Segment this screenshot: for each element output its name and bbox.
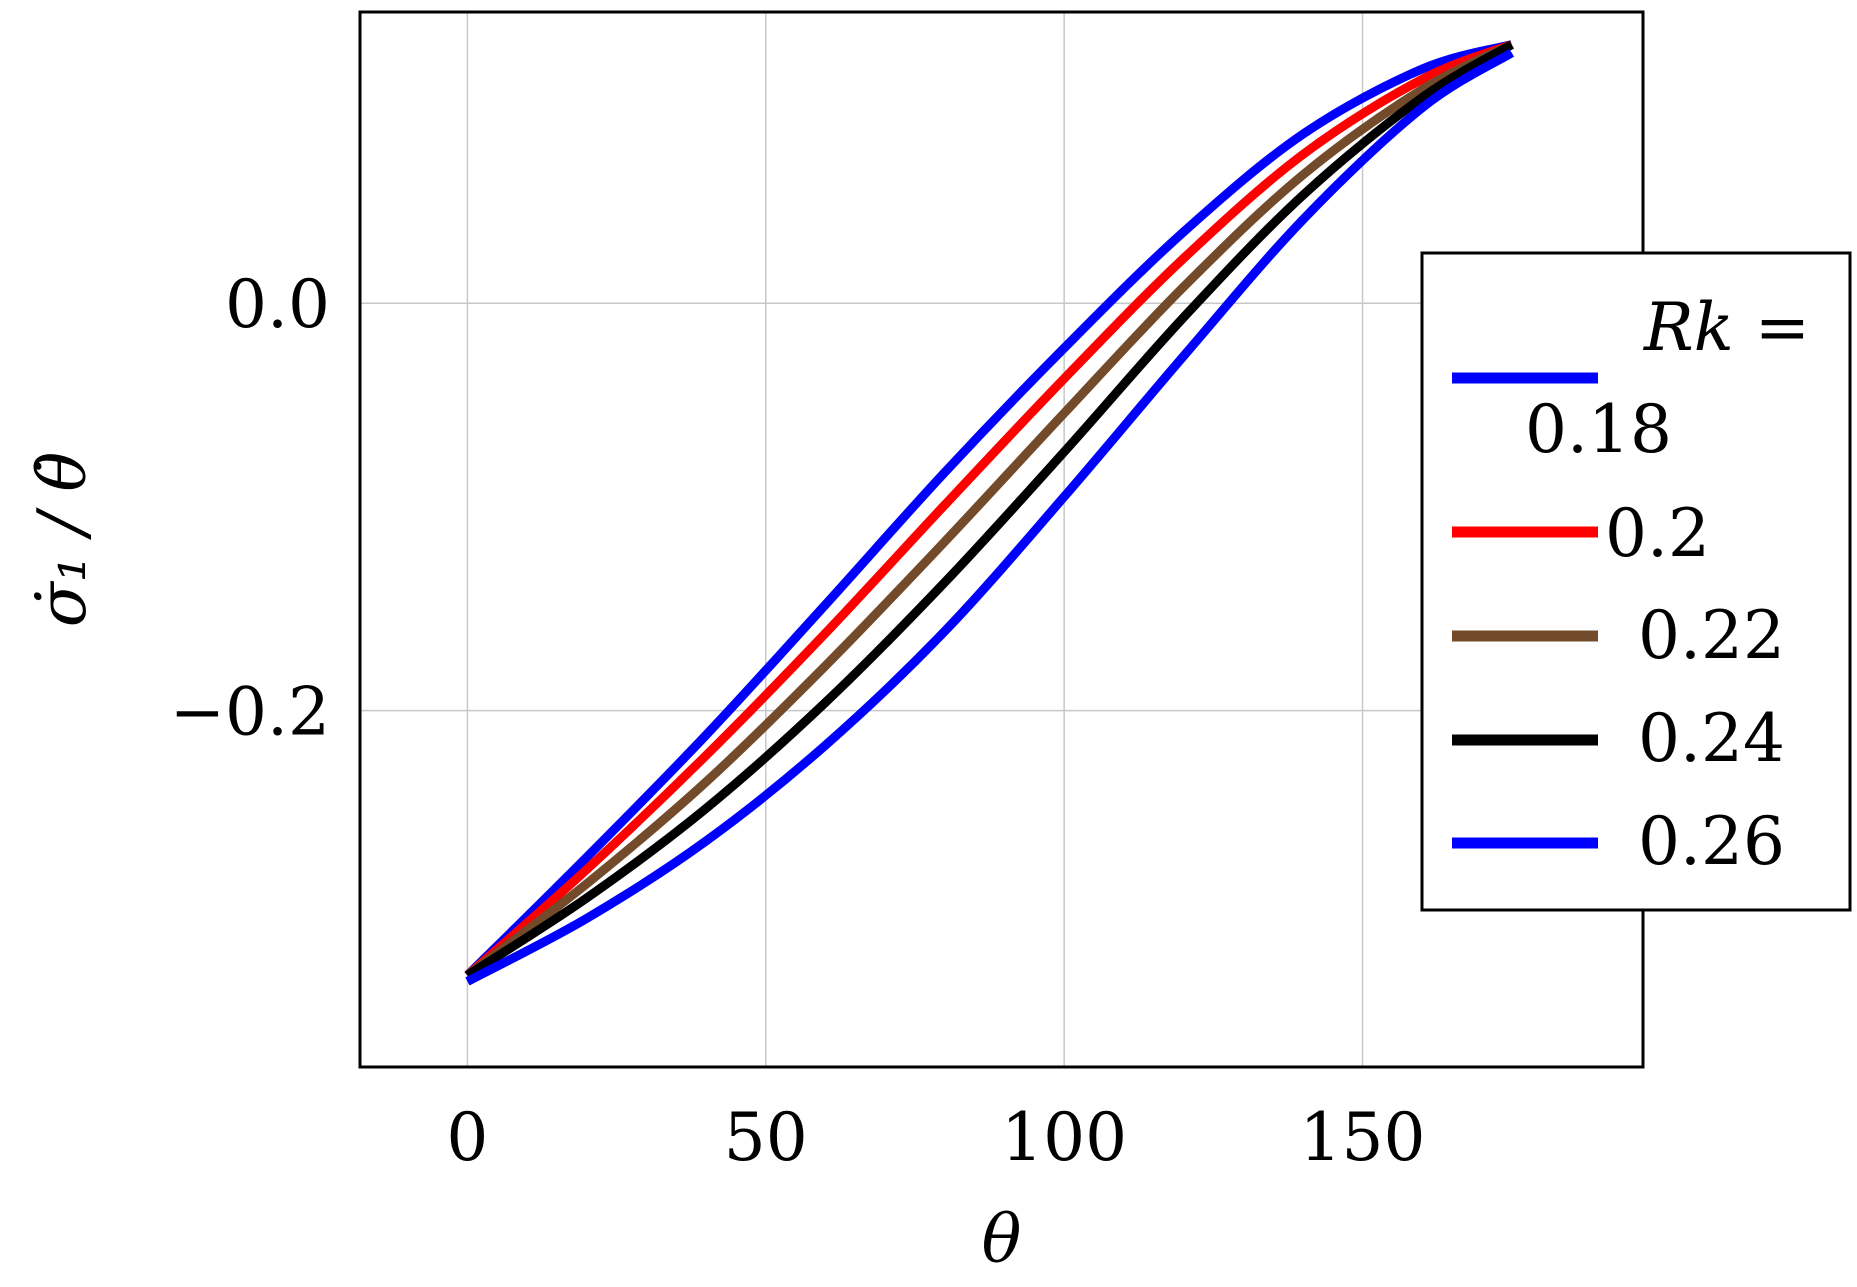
legend-title: Rk =	[1643, 289, 1810, 366]
legend-label: 0.26	[1638, 803, 1785, 880]
x-axis-title: θ	[982, 1201, 1022, 1278]
series-line-0-26	[465, 48, 1515, 986]
legend: Rk = 0.18 0.2 0.22 0.24 0.26	[1420, 251, 1852, 912]
x-tick-label: 150	[1300, 1099, 1426, 1176]
grid	[360, 12, 1643, 1067]
legend-box	[1420, 251, 1852, 912]
y-tick-label: −0.2	[170, 674, 330, 751]
series-lines	[464, 40, 1515, 986]
y-tick-label: 0.0	[225, 266, 330, 343]
series-line-0-2	[464, 40, 1514, 979]
series-line-0-22	[464, 40, 1514, 979]
series-line-0-24	[464, 40, 1515, 980]
legend-label: 0.22	[1638, 597, 1785, 674]
x-tick-label: 100	[1001, 1099, 1127, 1176]
series-line-0-18	[464, 40, 1513, 979]
x-tick-label: 50	[724, 1099, 808, 1176]
legend-entries: 0.18 0.2 0.22 0.24 0.26	[1452, 372, 1785, 880]
legend-label: 0.18	[1525, 391, 1672, 468]
x-tick-label: 0	[446, 1099, 488, 1176]
y-axis-title: σ̇₁ / θ̇	[24, 452, 101, 627]
legend-label: 0.2	[1605, 495, 1710, 572]
tick-labels: 0 50 100 150 0.0 −0.2	[170, 266, 1426, 1176]
legend-label: 0.24	[1638, 700, 1785, 777]
